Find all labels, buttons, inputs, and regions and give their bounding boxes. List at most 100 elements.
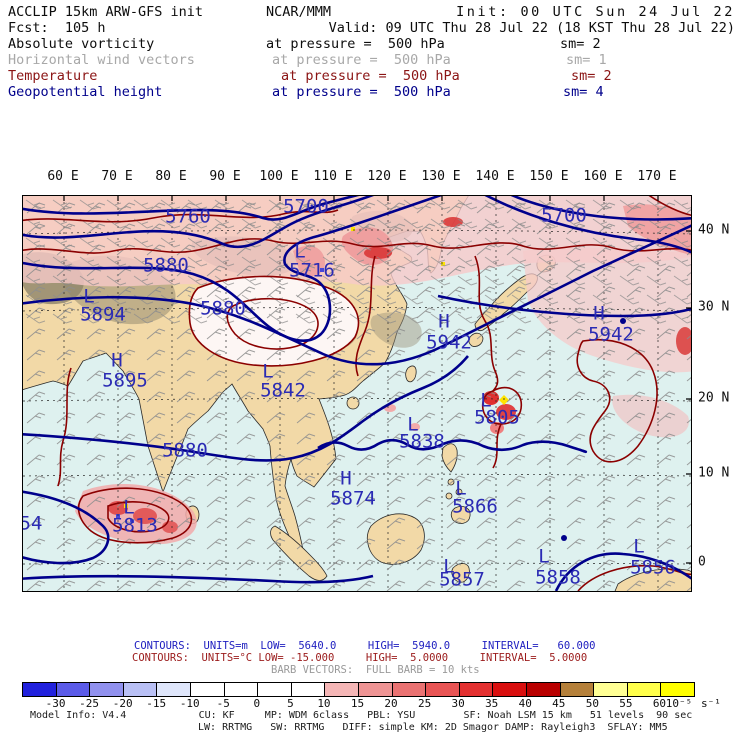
vorticity-colorbar — [22, 682, 695, 697]
longitude-axis: 60 E 70 E 80 E 90 E 100 E 110 E 120 E 130 E 140 … — [0, 169, 740, 184]
pressure-center-mark: L — [480, 389, 492, 412]
pressure-center-mark: L — [538, 545, 550, 568]
pressure-center-mark: L — [455, 477, 467, 500]
field-temp-label: Temperature — [8, 68, 98, 84]
lon-axis-label: 90 E — [209, 169, 241, 184]
colorbar-tick: -5 — [216, 697, 230, 710]
contour-value-label: 5700 — [541, 204, 587, 227]
colorbar-tick: -30 — [45, 697, 66, 710]
contour-value-label: 5866 — [452, 495, 498, 518]
colorbar-cell — [90, 683, 124, 696]
contour-value-label: 5895 — [102, 369, 148, 392]
field-temp-level: at pressure = 500 hPa — [281, 68, 460, 84]
pressure-center-mark: L — [633, 535, 645, 558]
colorbar-tick: 15 — [350, 697, 365, 710]
field-wind-level: at pressure = 500 hPa — [272, 52, 451, 68]
model-info-line1: Model Info: V4.4 CU: KF MP: WDM 6class P… — [30, 710, 693, 721]
lon-axis-label: 120 E — [367, 169, 407, 184]
pressure-center-mark: H — [593, 302, 605, 325]
contour-value-label: 5880 — [200, 297, 246, 320]
init-time-label: Init: 00 UTC Sun 24 Jul 22 — [456, 4, 735, 20]
colorbar-cell — [258, 683, 292, 696]
lat-axis-label: 20 N — [698, 390, 730, 406]
colorbar-tick: 5 — [287, 697, 294, 710]
lat-axis-label: 40 N — [698, 222, 730, 238]
colorbar-cell — [392, 683, 427, 696]
field-vorticity-smooth: sm= 2 — [560, 36, 601, 52]
field-vorticity-label: Absolute vorticity — [8, 36, 155, 52]
contour-value-label: 5805 — [474, 406, 520, 429]
lon-axis-label: 60 E — [47, 169, 79, 184]
axis-ticks — [63, 196, 691, 564]
colorbar-cell — [459, 683, 494, 696]
pressure-center-mark: L — [294, 240, 306, 263]
field-wind-label: Horizontal wind vectors — [8, 52, 195, 68]
colorbar-tick: 35 — [485, 697, 499, 710]
colorbar-cell — [358, 683, 393, 696]
field-height-level: at pressure = 500 hPa — [272, 84, 451, 100]
lon-axis-label: 80 E — [155, 169, 187, 184]
field-height-label: Geopotential height — [8, 84, 163, 100]
contour-value-label: 5858 — [535, 566, 581, 589]
page-title: ACCLIP 15km ARW-GFS init — [8, 4, 204, 20]
pressure-center-mark: L — [443, 555, 455, 578]
colorbar-cell — [594, 683, 628, 696]
colorbar-cell — [627, 683, 662, 696]
colorbar-cell — [291, 683, 326, 696]
colorbar-tick: 40 — [518, 697, 532, 710]
contour-value-label: 5942 — [588, 323, 634, 346]
lon-axis-label: 100 E — [259, 169, 299, 184]
pressure-center-mark: L — [123, 496, 135, 519]
contour-value-label: 5838 — [399, 430, 445, 453]
colorbar-cell — [224, 683, 259, 696]
contour-value-label: 5942 — [426, 331, 472, 354]
field-wind-smooth: sm= 1 — [566, 52, 607, 68]
model-info-line2: LW: RRTMG SW: RRTMG DIFF: simple KM: 2D … — [198, 722, 668, 733]
contour-value-label: 5880 — [143, 254, 189, 277]
pressure-center-mark: H — [438, 310, 450, 333]
contour-value-label: 5716 — [289, 259, 335, 282]
colorbar-tick: 60 — [652, 697, 667, 710]
colorbar-cell — [157, 683, 191, 696]
height-contour-legend: CONTOURS: UNITS=m LOW= 5640.0 HIGH= 5940… — [134, 640, 596, 652]
contour-value-label: 5894 — [80, 303, 126, 326]
colorbar-tick: -25 — [79, 697, 100, 710]
colorbar-cell — [493, 683, 527, 696]
contour-value-label: 5880 — [162, 439, 208, 462]
colorbar-tick: 55 — [619, 697, 633, 710]
pressure-center-mark: L — [83, 285, 95, 308]
contour-value-label: 5856 — [630, 556, 676, 579]
colorbar-tick: -10 — [179, 697, 200, 710]
colorbar-cell — [560, 683, 595, 696]
colorbar-tick: 45 — [552, 697, 566, 710]
map-label-layer: 5700 5760 5880 L 5894 5880 L 5716 H 5895 L 5842 5700… — [23, 196, 691, 591]
colorbar-tick: 50 — [585, 697, 599, 710]
contour-value-label: 5700 — [283, 195, 329, 218]
lon-axis-label: 140 E — [475, 169, 515, 184]
contour-value-label: 5842 — [260, 379, 306, 402]
colorbar-tick: 0 — [253, 697, 261, 710]
lat-axis-label: 10 N — [698, 465, 730, 481]
colorbar-units-label: s⁻¹ — [701, 697, 721, 710]
valid-time-label: Valid: 09 UTC Thu 28 Jul 22 (18 KST Thu … — [328, 20, 735, 36]
contour-value-label: 5874 — [330, 487, 376, 510]
map-graphic — [23, 196, 691, 591]
lon-axis-label: 110 E — [313, 169, 353, 184]
field-height-smooth: sm= 4 — [563, 84, 604, 100]
pressure-center-mark: H — [340, 467, 352, 490]
field-temp-smooth: sm= 2 — [571, 68, 612, 84]
colorbar-tick: -15 — [146, 697, 167, 710]
colorbar-cell — [661, 683, 694, 696]
colorbar-tick: 30 — [451, 697, 465, 710]
contour-value-label: 5813 — [112, 514, 158, 537]
pressure-center-mark: L — [262, 360, 274, 383]
colorbar-tick: 20 — [384, 697, 398, 710]
contour-value-label: 5760 — [165, 205, 211, 228]
lon-axis-label: 130 E — [421, 169, 461, 184]
colorbar-cell — [526, 683, 561, 696]
colorbar-tick: -20 — [112, 697, 133, 710]
colorbar-cell — [56, 683, 91, 696]
forecast-hour-label: Fcst: 105 h — [8, 20, 106, 36]
colorbar-cell — [23, 683, 57, 696]
